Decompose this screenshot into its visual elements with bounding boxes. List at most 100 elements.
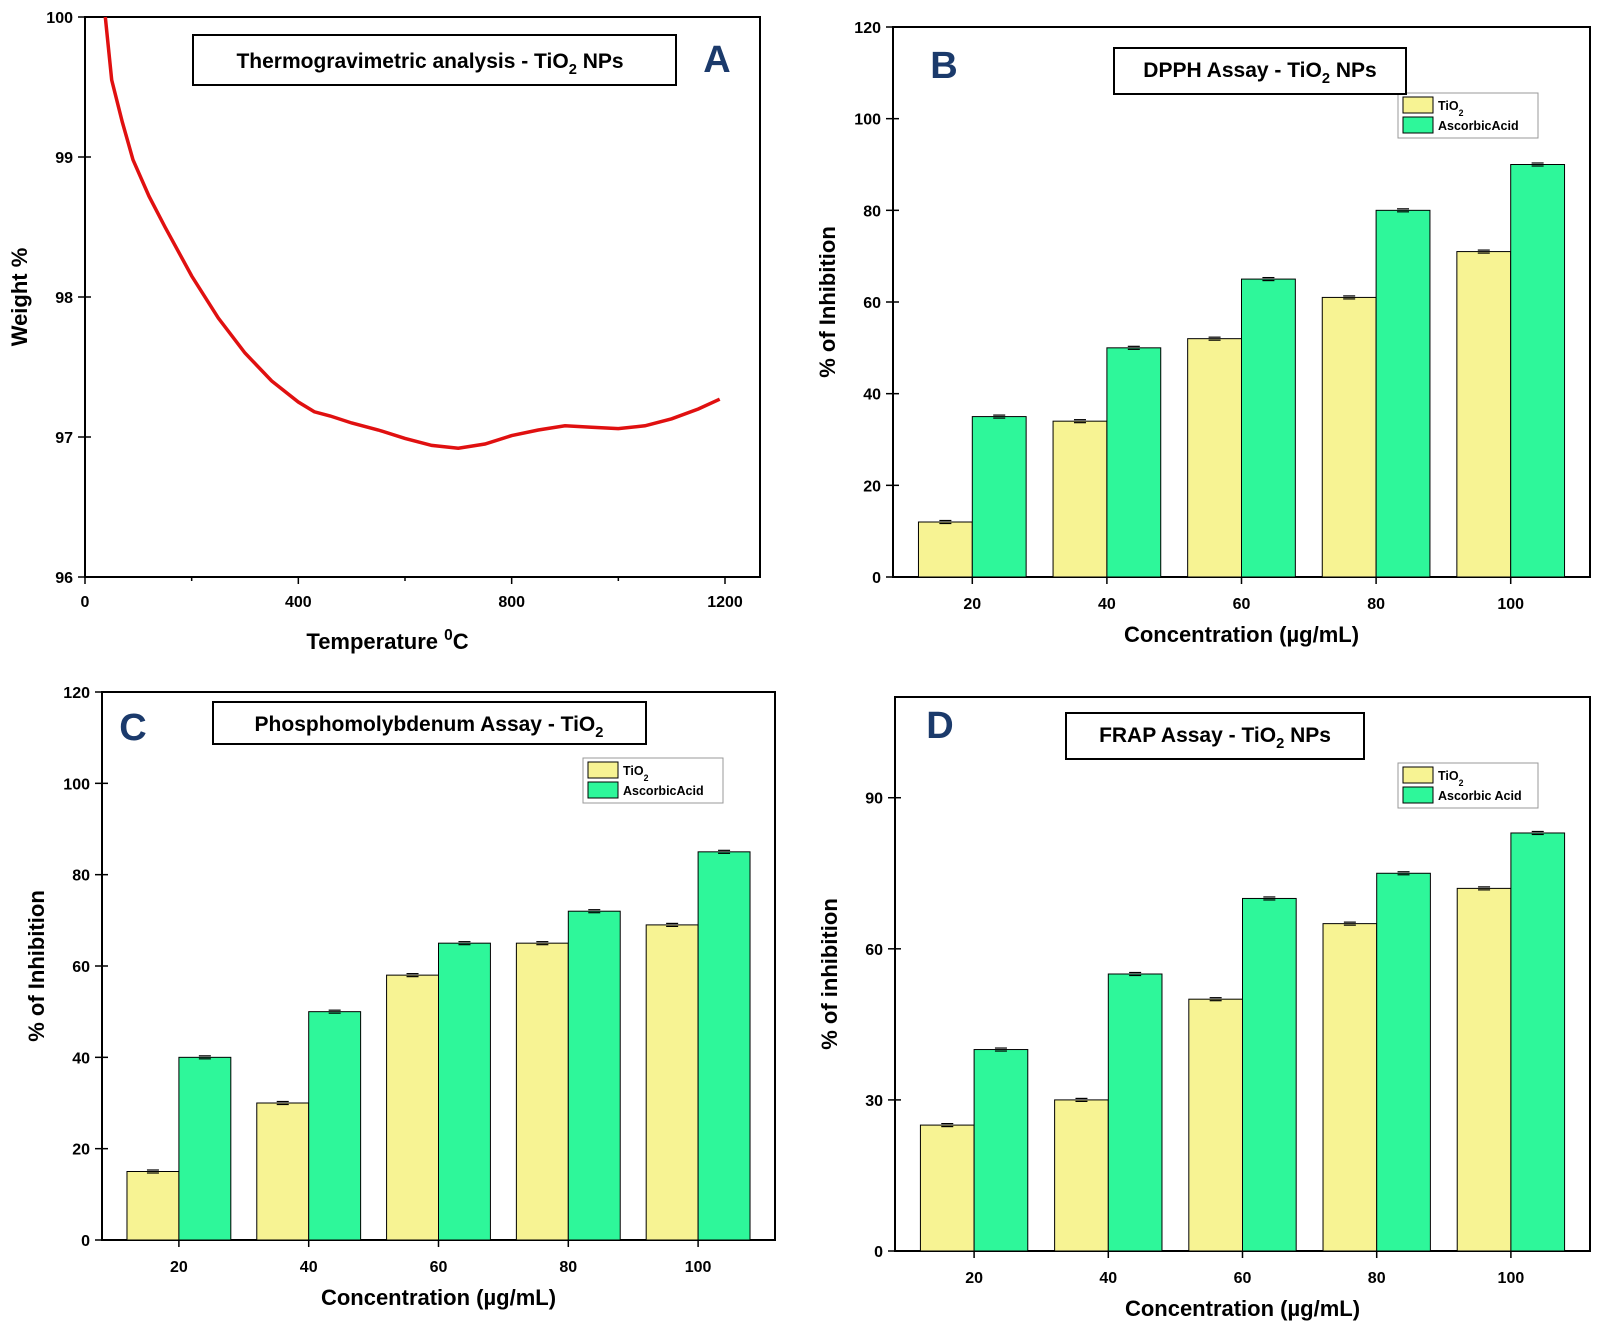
bar-ascorbic-acid-80 — [567, 910, 621, 1241]
legend-swatch-tio2 — [1402, 766, 1434, 784]
y-tick-label-b: 120 — [854, 20, 881, 37]
legend-label-ascorbic-acid: Ascorbic Acid — [1438, 789, 1522, 803]
bar-tio2-20 — [126, 1171, 180, 1241]
x-tick-label-c: 20 — [170, 1259, 188, 1276]
legend-label-tio2: TiO2​ — [1438, 769, 1464, 788]
bar-tio2-40 — [1052, 420, 1108, 578]
y-tick-label-d: 30 — [865, 1093, 883, 1110]
legend-label-tio2: TiO2​ — [1438, 99, 1464, 118]
bar-tio2-80 — [515, 942, 569, 1241]
tga-weight-curve — [103, 16, 721, 450]
bar-ascorbic-acid-40 — [1107, 973, 1163, 1252]
chart-title-box-d — [1065, 712, 1365, 760]
legend-label-tio2: TiO2​ — [623, 764, 649, 783]
y-tick-label-a: 96 — [55, 570, 73, 587]
x-tick-label-a: 0 — [81, 594, 90, 611]
y-tick-label-c: 40 — [72, 1050, 90, 1067]
chart-title-a: Thermogravimetric analysis - TiO2​ NPs — [236, 50, 623, 78]
bar-tio2-80 — [1322, 923, 1378, 1252]
bar-ascorbic-acid-20 — [973, 1049, 1029, 1252]
y-tick-label-b: 60 — [863, 295, 881, 312]
legend-swatch-ascorbic-acid — [1402, 116, 1434, 134]
y-tick-label-a: 97 — [55, 430, 73, 447]
legend-swatch-tio2 — [587, 761, 619, 779]
legend-swatch-tio2 — [1402, 96, 1434, 114]
panel-letter-d: D — [926, 705, 953, 747]
x-tick-label-c: 100 — [685, 1259, 712, 1276]
x-tick-label-d: 60 — [1234, 1270, 1252, 1287]
x-axis-label-b: Concentration (µg/mL) — [1124, 622, 1359, 647]
bar-ascorbic-acid-60 — [438, 942, 491, 1241]
legend-swatch-ascorbic-acid — [587, 781, 619, 799]
bar-ascorbic-acid-100 — [1510, 164, 1566, 578]
y-tick-label-a: 98 — [55, 290, 73, 307]
chart-title-c: Phosphomolybdenum Assay - TiO2​ — [255, 713, 604, 741]
legend-label-ascorbic-acid: AscorbicAcid — [1438, 119, 1519, 133]
bar-ascorbic-acid-60 — [1242, 897, 1297, 1252]
y-tick-label-c: 60 — [72, 959, 90, 976]
legend-label-ascorbic-acid: AscorbicAcid — [623, 784, 704, 798]
y-tick-label-a: 100 — [46, 10, 73, 27]
x-tick-label-a: 1200 — [707, 594, 743, 611]
y-tick-label-c: 0 — [81, 1233, 90, 1250]
x-axis-label-a: Temperature 0​C — [306, 627, 468, 654]
y-tick-label-b: 20 — [863, 478, 881, 495]
bar-ascorbic-acid-100 — [1510, 832, 1566, 1252]
panel-b-dpph-chart: 0 20 40 60 80 100 120 % of Inhibition 20 40 60 80 10… — [815, 20, 1591, 647]
panel-a-tga-chart: 96 97 98 99 100 Weight % 0 400 800 1200 Temperatur… — [7, 10, 761, 654]
y-axis-label-c: % of Inhibition — [24, 890, 49, 1042]
bar-tio2-100 — [645, 924, 699, 1241]
panel-d-frap-chart: 0 30 60 90 % of inhibition 20 40 60 80 100 Concent… — [817, 696, 1591, 1321]
bar-tio2-20 — [917, 521, 973, 578]
y-tick-label-c: 20 — [72, 1142, 90, 1159]
x-tick-label-b: 40 — [1098, 596, 1116, 613]
bar-ascorbic-acid-80 — [1376, 872, 1431, 1252]
y-tick-label-b: 100 — [854, 112, 881, 129]
chart-title-b: DPPH Assay - TiO2​ NPs — [1143, 59, 1376, 87]
x-tick-label-b: 80 — [1367, 596, 1385, 613]
bar-ascorbic-acid-40 — [1106, 347, 1162, 578]
x-tick-label-c: 40 — [300, 1259, 318, 1276]
bar-tio2-40 — [256, 1102, 310, 1241]
y-axis-label-a: Weight % — [7, 248, 32, 347]
x-tick-label-d: 20 — [965, 1270, 983, 1287]
panel-letter-a: A — [703, 39, 730, 81]
x-tick-label-d: 80 — [1368, 1270, 1386, 1287]
bar-tio2-80 — [1321, 296, 1377, 578]
x-tick-label-a: 800 — [498, 594, 525, 611]
x-tick-label-a: 400 — [285, 594, 312, 611]
x-tick-label-c: 80 — [559, 1259, 577, 1276]
x-tick-label-d: 40 — [1099, 1270, 1117, 1287]
chart-title-d: FRAP Assay - TiO2​ NPs — [1099, 724, 1331, 752]
bar-tio2-40 — [1054, 1099, 1109, 1252]
y-tick-label-d: 60 — [865, 942, 883, 959]
bar-ascorbic-acid-20 — [971, 416, 1027, 578]
panel-letter-b: B — [930, 45, 957, 87]
x-tick-label-c: 60 — [430, 1259, 448, 1276]
chart-title-box-a — [192, 34, 677, 86]
x-tick-label-b: 60 — [1233, 596, 1251, 613]
y-tick-label-b: 0 — [872, 570, 881, 587]
bar-ascorbic-acid-100 — [697, 851, 751, 1241]
y-axis-label-d: % of inhibition — [817, 898, 842, 1050]
panel-letter-c: C — [119, 707, 146, 749]
bar-tio2-100 — [1456, 887, 1512, 1252]
x-tick-label-b: 20 — [963, 596, 981, 613]
y-tick-label-b: 40 — [863, 387, 881, 404]
y-axis-label-b: % of Inhibition — [815, 226, 840, 378]
y-tick-label-b: 80 — [863, 203, 881, 220]
bar-tio2-60 — [386, 974, 439, 1241]
y-tick-label-c: 120 — [63, 685, 90, 702]
bar-tio2-60 — [1187, 338, 1243, 578]
x-tick-label-b: 100 — [1497, 596, 1524, 613]
chart-title-box-c — [212, 701, 647, 745]
bar-tio2-20 — [919, 1124, 975, 1252]
y-tick-label-d: 0 — [874, 1244, 883, 1261]
bar-ascorbic-acid-80 — [1375, 209, 1431, 578]
bar-ascorbic-acid-60 — [1241, 278, 1296, 578]
y-tick-label-c: 80 — [72, 868, 90, 885]
panel-c-phosphomolybdenum-chart: 0 20 40 60 80 100 120 % of Inhibition 20 40 60 80 10… — [24, 685, 776, 1310]
x-axis-label-c: Concentration (µg/mL) — [321, 1285, 556, 1310]
legend-swatch-ascorbic-acid — [1402, 786, 1434, 804]
